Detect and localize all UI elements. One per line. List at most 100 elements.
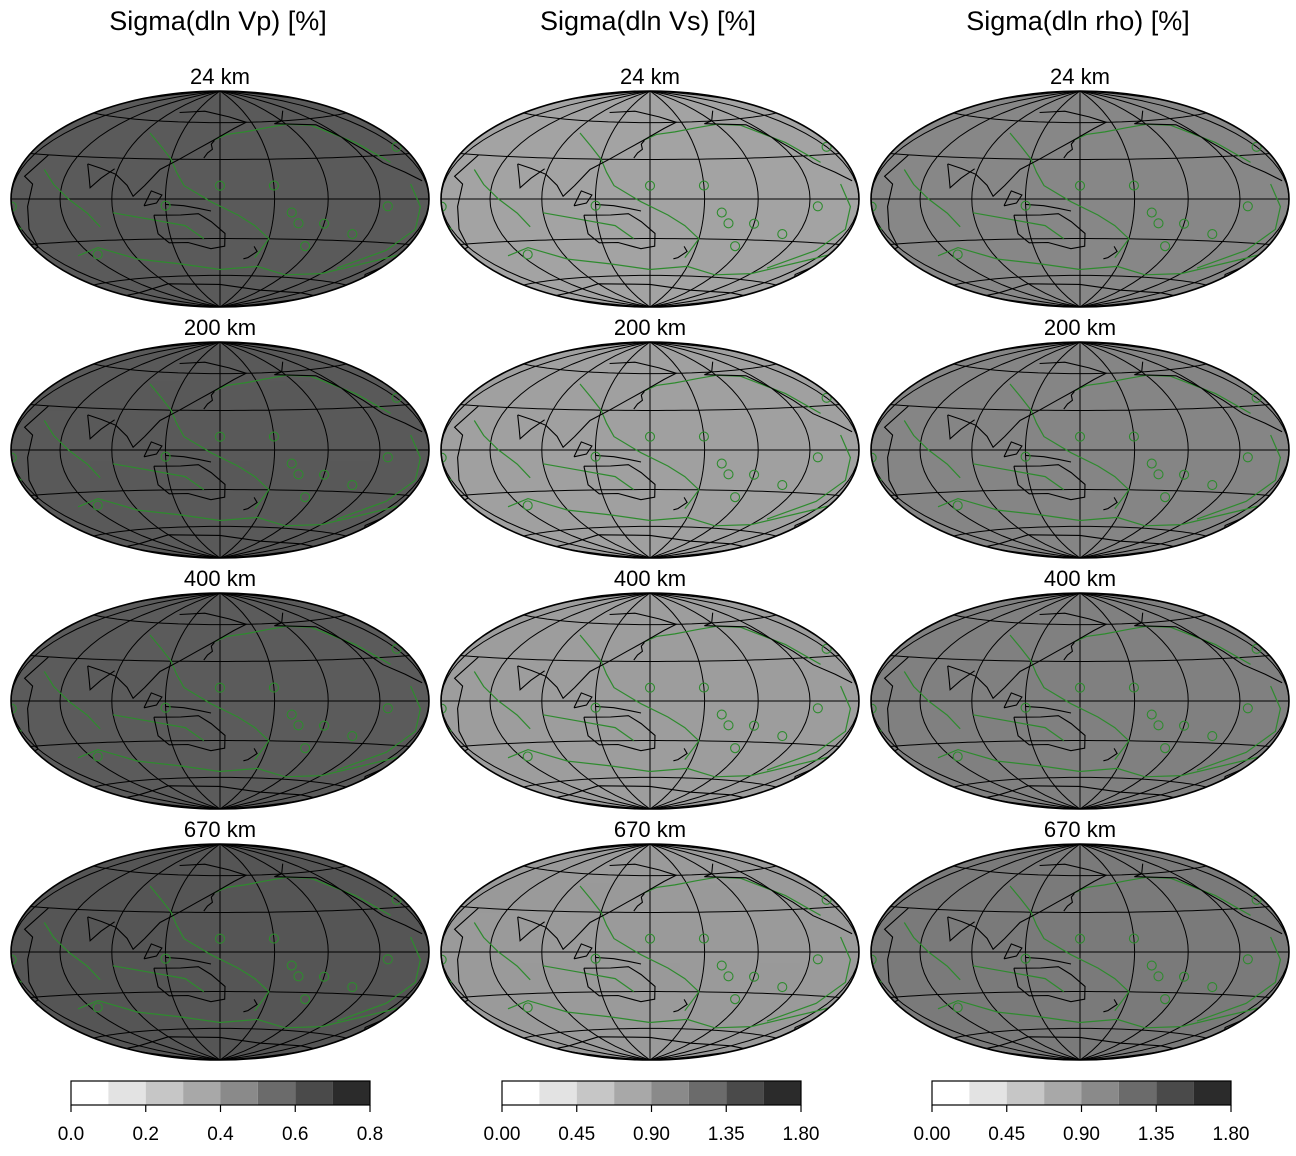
coastline [583,966,656,1003]
coastline [595,956,642,965]
colorbar-scale [501,1080,802,1112]
map-border [10,90,430,308]
coastline [947,110,1108,198]
coastline [1003,692,1023,709]
plate-boundary [542,212,635,240]
coastline [109,283,331,300]
parallel-line [871,489,1289,505]
parallel-line [71,525,369,544]
plate-boundary [1072,123,1251,163]
coastline [595,454,642,463]
plate-boundary [112,212,205,240]
hotspot-marker [319,218,330,229]
parallel-line [501,274,799,293]
hotspot-marker [777,229,788,240]
hotspot-marker [777,731,788,742]
model-cell [1010,883,1050,913]
plate-boundary [43,169,101,228]
coastline [441,405,479,503]
map-panel: 24 km [10,64,430,314]
hotspot-marker [92,1002,103,1013]
hotspot-marker [1128,180,1139,191]
hotspot-marker [1207,229,1218,240]
parallel-line [441,144,859,160]
coastline [11,405,49,503]
hotspot-marker [590,953,601,964]
coastline [969,1036,1191,1053]
parallel-line [871,740,1289,756]
colorbar-tick-label: 0.6 [282,1124,309,1145]
coastline [109,534,331,551]
parallel-line [441,897,859,913]
parallel-line [501,607,799,626]
colorbar-tick-label: 0.8 [356,1124,384,1145]
world-map [870,90,1290,308]
hotspot-marker [1242,201,1253,212]
map-border [440,90,860,308]
hotspot-marker [749,469,760,480]
depth-label: 670 km [1043,817,1117,842]
parallel-line [871,897,1289,913]
hotspot-marker [952,1002,963,1013]
plate-boundary [112,965,205,993]
coastline [1103,748,1118,762]
coastline [441,154,479,252]
coastline [165,454,212,463]
hotspot-marker [1242,703,1253,714]
hotspot-marker [522,751,533,762]
coastline [165,705,212,714]
coastline [143,190,163,207]
coastline [871,405,909,503]
coastline [633,893,645,912]
model-cell [1130,381,1170,411]
coastline [203,391,215,410]
model-cell [640,712,680,742]
hotspot-marker [286,207,297,218]
colorbar-tick-label: 0.00 [913,1124,951,1145]
hotspot-marker [1074,180,1086,191]
plate-boundary [1009,132,1130,259]
coastline [87,361,248,449]
hotspot-marker [293,971,304,982]
colorbar-tick-label: 0.0 [57,1124,85,1145]
hotspot-marker [749,218,760,229]
plate-boundary [112,714,205,742]
hotspot-marker [749,720,760,731]
colorbar-step [576,1081,615,1105]
hotspot-marker [1020,702,1031,713]
coastline [633,642,645,661]
model-cell [640,461,680,491]
plate-boundary [642,625,821,665]
parallel-line [11,489,429,505]
plate-boundary [507,747,859,778]
coastline [203,642,215,661]
colorbar-step [539,1081,577,1105]
coastline [1025,705,1072,714]
plate-boundary [1072,374,1251,414]
hotspot-marker [160,702,171,713]
coastline [165,203,212,212]
colorbar-step [295,1081,333,1105]
model-cell [150,883,190,913]
coastline [573,190,593,207]
hotspot-marker [1020,953,1031,964]
parallel-line [501,858,799,877]
coastline [947,916,975,942]
hotspot-marker [644,431,656,442]
colorbar-step [763,1081,801,1105]
world-map [440,90,860,308]
plate-boundary [1072,625,1251,665]
plate-boundary [542,965,635,993]
model-cell [580,883,620,913]
hotspot-marker [698,682,709,693]
world-map [870,843,1290,1061]
hotspot-marker [698,180,709,191]
hotspot-marker [644,933,656,944]
coastline [539,1036,761,1053]
coastline [109,785,331,802]
coastline [517,361,678,449]
colorbar-step [614,1081,652,1105]
plate-boundary [766,936,852,1022]
parallel-line [11,144,429,160]
parallel-line [931,356,1229,375]
